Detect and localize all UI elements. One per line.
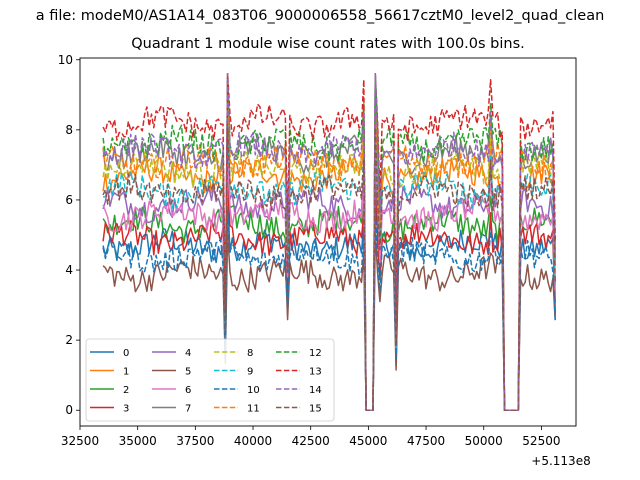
series-line-11 <box>102 85 556 411</box>
legend-label-2: 2 <box>123 385 129 396</box>
x-tick-label: 35000 <box>119 434 157 448</box>
y-axis: 0 2 4 6 8 10 <box>58 53 80 417</box>
x-tick-label: 45000 <box>349 434 387 448</box>
x-tick-label: 42500 <box>292 434 330 448</box>
legend-label-1: 1 <box>123 367 129 378</box>
series-line-14 <box>102 73 556 411</box>
legend-label-3: 3 <box>123 404 129 415</box>
plot-frame <box>79 57 577 427</box>
legend-label-6: 6 <box>185 385 191 396</box>
series-layer <box>102 73 556 411</box>
legend-label-14: 14 <box>309 385 322 396</box>
series-line-12 <box>102 73 556 411</box>
series-line-0 <box>102 195 556 411</box>
chart-title: Quadrant 1 module wise count rates with … <box>131 36 525 52</box>
legend-label-13: 13 <box>309 367 322 378</box>
y-tick-label: 2 <box>65 333 73 347</box>
y-tick-label: 8 <box>65 123 73 137</box>
legend-label-7: 7 <box>185 404 191 415</box>
legend-label-8: 8 <box>247 348 253 359</box>
y-tick-label: 10 <box>58 53 73 67</box>
series-line-5 <box>102 231 556 411</box>
legend-label-10: 10 <box>247 385 260 396</box>
series-line-2 <box>102 168 556 411</box>
legend-box <box>85 338 335 422</box>
x-tick-label: 52500 <box>522 434 560 448</box>
legend-label-4: 4 <box>185 348 191 359</box>
y-tick-label: 0 <box>65 403 73 417</box>
x-tick-label: 50000 <box>465 434 503 448</box>
legend-label-15: 15 <box>309 404 322 415</box>
x-axis: 32500 35000 37500 40000 42500 45000 47500 50000… <box>61 426 560 448</box>
x-tick-label: 40000 <box>234 434 272 448</box>
x-tick-label: 32500 <box>61 434 99 448</box>
y-tick-label: 6 <box>65 193 73 207</box>
legend-label-5: 5 <box>185 367 191 378</box>
series-line-10 <box>102 209 556 411</box>
legend-label-9: 9 <box>247 367 253 378</box>
series-line-15 <box>102 126 556 411</box>
x-tick-label: 37500 <box>176 434 214 448</box>
legend-label-12: 12 <box>309 348 322 359</box>
x-tick-label: 47500 <box>407 434 445 448</box>
y-tick-label: 4 <box>65 263 73 277</box>
x-offset-label: +5.113e8 <box>531 454 590 468</box>
legend-label-0: 0 <box>123 348 129 359</box>
series-line-3 <box>102 186 556 411</box>
figure-suptitle: a file: modeM0/AS1A14_083T06_9000006558_… <box>35 8 605 24</box>
legend-label-11: 11 <box>247 404 260 415</box>
